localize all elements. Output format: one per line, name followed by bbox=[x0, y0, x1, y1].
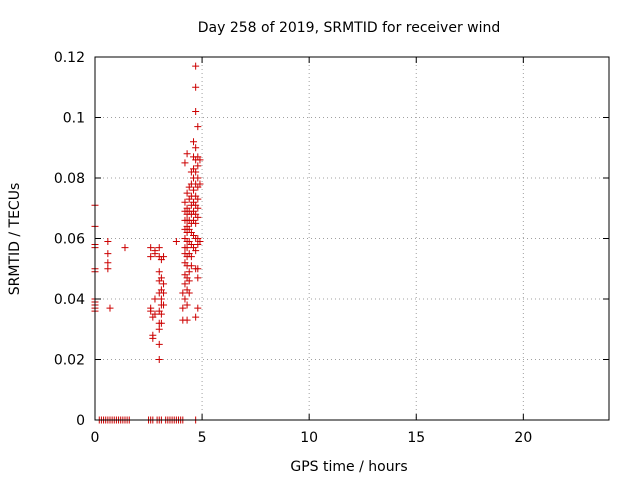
data-point bbox=[179, 304, 187, 312]
axis-ticks: 0 5 10 15 20 0 0.02 0.04 0.06 0.08 0.1 0.12 bbox=[54, 50, 609, 446]
data-point bbox=[185, 268, 193, 276]
data-point bbox=[181, 280, 189, 288]
data-point bbox=[155, 244, 163, 252]
x-tick-label: 15 bbox=[407, 430, 425, 446]
data-point bbox=[196, 238, 204, 246]
data-point bbox=[185, 277, 193, 285]
data-point bbox=[104, 250, 112, 258]
data-point bbox=[181, 295, 189, 303]
data-point bbox=[160, 253, 168, 261]
data-point bbox=[151, 295, 159, 303]
data-point bbox=[183, 316, 191, 324]
data-point bbox=[194, 265, 202, 273]
data-point bbox=[192, 62, 200, 70]
data-point bbox=[183, 189, 191, 197]
data-point bbox=[155, 356, 163, 363]
data-point bbox=[196, 180, 204, 188]
data-point bbox=[194, 162, 202, 170]
data-point bbox=[190, 186, 198, 194]
y-tick-label: 0.1 bbox=[63, 111, 85, 127]
data-point bbox=[194, 204, 202, 212]
data-point bbox=[149, 334, 157, 342]
data-point bbox=[183, 301, 191, 309]
data-point bbox=[192, 313, 200, 321]
chart-title: Day 258 of 2019, SRMTID for receiver win… bbox=[198, 20, 501, 36]
x-tick-label: 5 bbox=[198, 430, 207, 446]
data-point bbox=[192, 83, 200, 91]
x-axis-label: GPS time / hours bbox=[290, 459, 407, 475]
data-point bbox=[157, 274, 165, 282]
data-point bbox=[181, 159, 189, 167]
y-tick-label: 0.02 bbox=[54, 353, 85, 369]
data-point bbox=[160, 289, 168, 297]
data-point bbox=[181, 198, 189, 206]
data-point bbox=[194, 174, 202, 182]
data-point bbox=[147, 253, 155, 261]
data-point bbox=[194, 213, 202, 221]
x-tick-label: 0 bbox=[91, 430, 100, 446]
grid-lines bbox=[95, 57, 609, 420]
data-point bbox=[157, 295, 165, 303]
data-point bbox=[185, 289, 193, 297]
data-point bbox=[192, 219, 200, 227]
y-axis-label: SRMTID / TECUs bbox=[7, 183, 23, 296]
data-point bbox=[155, 340, 163, 348]
data-point bbox=[192, 144, 200, 152]
y-tick-label: 0 bbox=[76, 413, 85, 429]
data-point bbox=[190, 138, 198, 146]
data-point bbox=[104, 259, 112, 267]
data-point bbox=[155, 268, 163, 276]
data-point bbox=[183, 244, 191, 252]
y-tick-label: 0.04 bbox=[54, 292, 85, 308]
data-point bbox=[179, 289, 187, 297]
data-point bbox=[194, 304, 202, 312]
x-tick-label: 20 bbox=[514, 430, 532, 446]
data-point bbox=[187, 253, 195, 261]
data-point bbox=[160, 301, 168, 309]
data-point bbox=[194, 195, 202, 203]
data-point bbox=[104, 238, 112, 246]
data-point bbox=[172, 238, 180, 246]
y-tick-label: 0.08 bbox=[54, 171, 85, 187]
data-point bbox=[194, 123, 202, 131]
data-point bbox=[187, 262, 195, 270]
data-point bbox=[160, 280, 168, 288]
data-point bbox=[157, 310, 165, 318]
data-point bbox=[183, 150, 191, 158]
x-tick-label: 10 bbox=[300, 430, 318, 446]
data-point bbox=[155, 325, 163, 333]
data-point bbox=[192, 168, 200, 176]
data-point bbox=[147, 244, 155, 252]
y-tick-label: 0.12 bbox=[54, 50, 85, 66]
data-point bbox=[121, 244, 129, 252]
data-point bbox=[192, 107, 200, 115]
data-point bbox=[196, 156, 204, 164]
data-point bbox=[194, 274, 202, 282]
data-point bbox=[106, 304, 114, 312]
data-point bbox=[104, 265, 112, 273]
data-point bbox=[192, 247, 200, 255]
data-point bbox=[151, 310, 159, 318]
data-point bbox=[147, 307, 155, 315]
data-point bbox=[157, 319, 165, 327]
y-tick-label: 0.06 bbox=[54, 232, 85, 248]
data-point bbox=[151, 247, 159, 255]
